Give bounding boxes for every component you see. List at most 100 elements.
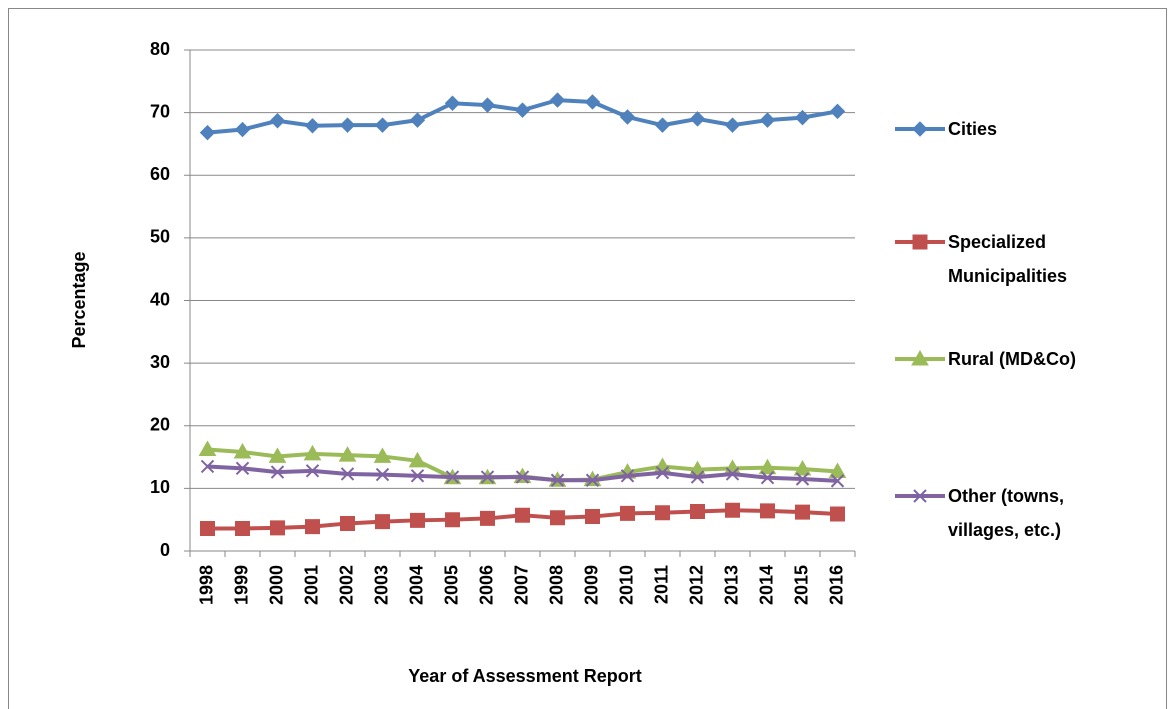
- x-tick-label: 1999: [231, 565, 251, 605]
- marker: [199, 124, 216, 141]
- marker: [690, 504, 705, 520]
- marker: [235, 520, 250, 536]
- marker: [913, 489, 927, 503]
- marker: [269, 113, 286, 129]
- marker: [373, 447, 392, 463]
- marker: [655, 505, 670, 521]
- marker: [654, 117, 671, 133]
- marker: [480, 510, 495, 526]
- y-tick-label: 50: [150, 227, 170, 247]
- marker: [620, 505, 635, 521]
- y-tick-label: 70: [150, 101, 170, 121]
- x-tick-label: 2009: [581, 565, 601, 605]
- marker: [444, 95, 461, 111]
- marker: [268, 447, 287, 463]
- y-tick-label: 10: [150, 477, 170, 497]
- marker: [655, 466, 670, 480]
- marker: [760, 471, 775, 485]
- legend-label: Other (towns, villages, etc.): [948, 486, 1064, 540]
- marker: [759, 112, 776, 128]
- y-tick-label: 30: [150, 352, 170, 372]
- legend-label: Cities: [948, 119, 998, 139]
- marker: [620, 469, 635, 483]
- marker: [375, 514, 390, 530]
- marker: [233, 443, 252, 459]
- marker: [375, 467, 390, 482]
- y-axis-title: Percentage: [69, 251, 89, 348]
- marker: [585, 473, 600, 487]
- x-tick-label: 2007: [511, 565, 531, 605]
- x-tick-label: 2010: [616, 565, 636, 605]
- marker: [795, 504, 810, 520]
- marker: [725, 467, 740, 481]
- x-tick-label: 2003: [371, 565, 391, 605]
- marker: [304, 118, 321, 134]
- x-tick-label: 2004: [406, 565, 426, 605]
- marker: [270, 520, 285, 536]
- marker: [409, 112, 426, 128]
- marker: [549, 92, 566, 108]
- marker: [619, 109, 636, 125]
- marker: [794, 109, 811, 126]
- marker: [550, 510, 565, 526]
- legend-label: Rural (MD&Co): [948, 349, 1076, 369]
- marker: [303, 444, 322, 461]
- marker: [725, 502, 740, 518]
- marker: [793, 459, 812, 476]
- y-tick-label: 80: [150, 39, 170, 59]
- marker: [689, 111, 706, 127]
- x-tick-label: 2012: [686, 565, 706, 605]
- y-tick-label: 60: [150, 164, 170, 184]
- marker: [270, 465, 285, 479]
- marker: [828, 462, 847, 478]
- marker: [514, 102, 531, 118]
- x-axis-title: Year of Assessment Report: [408, 666, 641, 686]
- marker: [758, 458, 777, 475]
- marker: [338, 446, 357, 462]
- marker: [912, 234, 928, 250]
- marker: [480, 470, 495, 484]
- x-tick-label: 2008: [546, 565, 566, 605]
- marker: [234, 121, 251, 138]
- y-tick-label: 40: [150, 289, 170, 309]
- marker: [829, 103, 846, 120]
- marker: [445, 470, 460, 484]
- marker: [340, 467, 355, 481]
- x-tick-label: 2000: [266, 565, 286, 605]
- marker: [200, 520, 215, 536]
- legend-label: Specialized Municipalities: [948, 232, 1068, 286]
- marker: [479, 97, 496, 113]
- marker: [585, 509, 600, 525]
- x-tick-label: 2002: [336, 565, 356, 605]
- marker: [339, 117, 356, 133]
- marker: [550, 473, 565, 487]
- marker: [374, 117, 391, 133]
- marker: [198, 440, 217, 457]
- marker: [410, 512, 425, 528]
- marker: [445, 512, 460, 528]
- marker: [235, 461, 250, 476]
- x-tick-label: 2005: [441, 565, 461, 605]
- x-tick-label: 1998: [196, 565, 216, 605]
- marker: [830, 506, 845, 522]
- marker: [410, 469, 425, 483]
- marker: [830, 474, 845, 488]
- x-tick-label: 2011: [651, 565, 671, 604]
- marker: [795, 472, 810, 486]
- x-tick-label: 2014: [756, 565, 776, 605]
- y-tick-label: 0: [160, 540, 170, 560]
- marker: [584, 94, 601, 110]
- marker: [515, 507, 530, 523]
- x-tick-label: 2016: [826, 565, 846, 605]
- y-tick-label: 20: [150, 415, 170, 435]
- marker: [305, 519, 320, 535]
- marker: [408, 451, 427, 468]
- marker: [912, 121, 928, 137]
- marker: [515, 470, 530, 484]
- chart-border: [8, 8, 1167, 709]
- marker: [724, 117, 741, 133]
- marker: [690, 470, 705, 484]
- marker: [200, 459, 215, 474]
